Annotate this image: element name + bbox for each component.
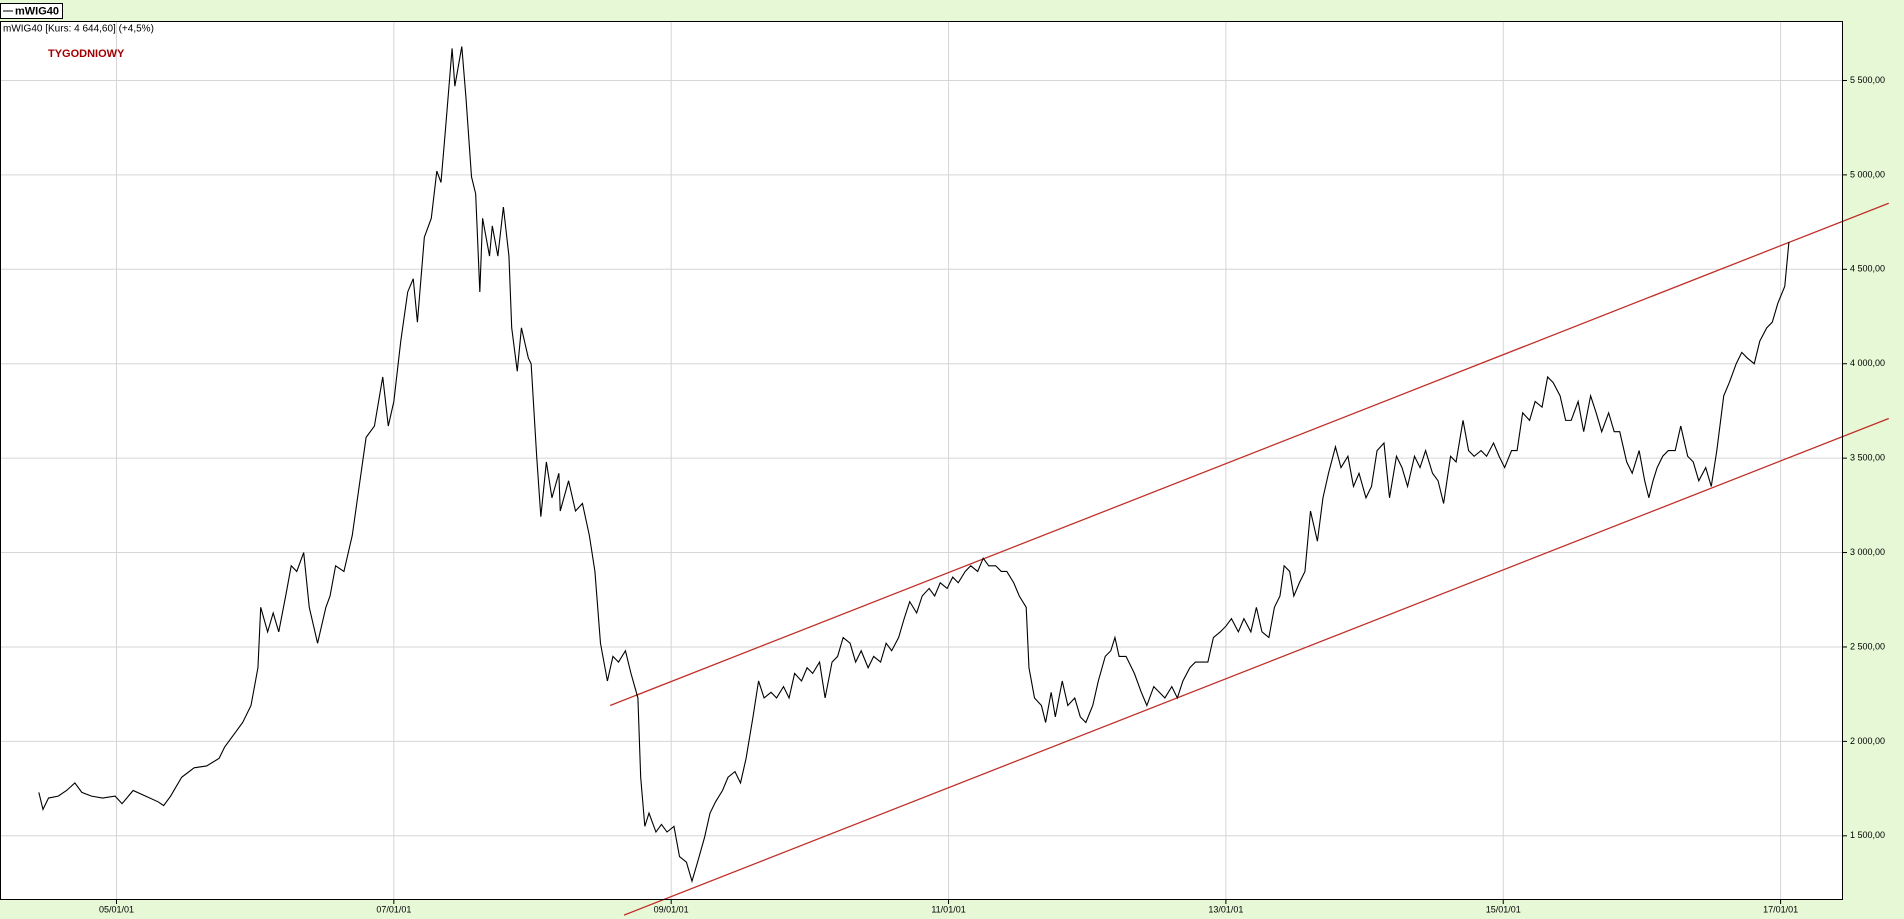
y-tick-label: 5 000,00 [1850,169,1885,179]
x-tick-label: 05/01/01 [99,904,134,914]
x-tick-label: 09/01/01 [654,904,689,914]
trend-line [623,417,1889,916]
y-tick-label: 3 500,00 [1850,453,1885,463]
chart-title: mWIG40 [Kurs: 4 644,60] (+4,5%) [3,24,154,35]
grid [0,21,1843,900]
plot-area [0,21,1843,900]
y-tick-label: 4 000,00 [1850,358,1885,368]
y-tick-label: 1 500,00 [1850,830,1885,840]
y-tick-label: 5 500,00 [1850,75,1885,85]
y-tick-label: 2 000,00 [1850,736,1885,746]
y-tick-label: 2 500,00 [1850,641,1885,651]
y-tick-label: 4 500,00 [1850,264,1885,274]
legend-label: mWIG40 [15,5,59,17]
x-tick-label: 13/01/01 [1208,904,1243,914]
trend-line [609,202,1889,707]
x-tick-label: 07/01/01 [376,904,411,914]
x-tick-label: 11/01/01 [931,904,965,914]
series-line [38,46,1790,884]
legend: mWIG40 [0,3,63,19]
x-tick-label: 17/01/01 [1763,904,1798,914]
y-tick-label: 3 000,00 [1850,547,1885,557]
annotation: TYGODNIOWY [48,48,125,60]
plot-frame [0,21,1843,900]
legend-box [0,3,63,19]
marks [38,46,1889,916]
x-tick-label: 15/01/01 [1486,904,1521,914]
